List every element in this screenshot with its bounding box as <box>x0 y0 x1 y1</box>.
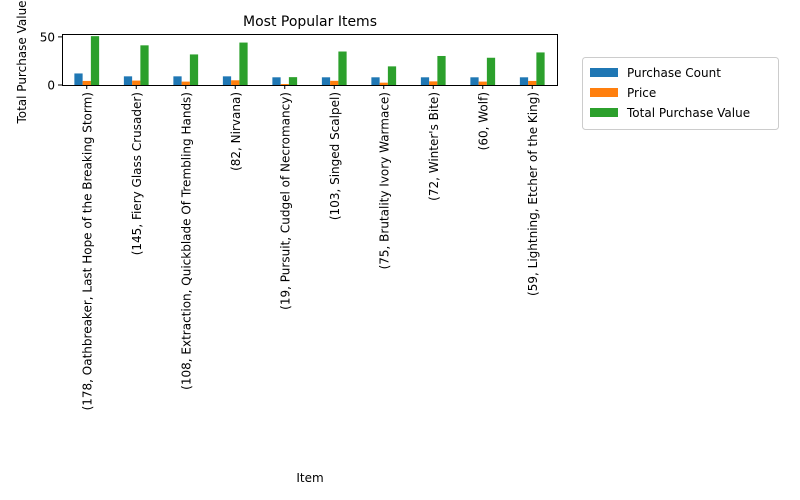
bar-purchase-count-5 <box>321 77 331 85</box>
x-axis-label: Item <box>296 471 323 485</box>
x-axis: (178, Oathbreaker, Last Hope of the Brea… <box>80 85 540 410</box>
bar-total-purchase-value-6 <box>387 66 397 85</box>
legend-swatch-price <box>590 88 618 97</box>
x-tick-label: (108, Extraction, Quickblade Of Tremblin… <box>179 92 193 390</box>
bar-price-1 <box>132 80 141 85</box>
bar-purchase-count-0 <box>74 73 83 85</box>
bar-price-3 <box>231 80 240 85</box>
bar-purchase-count-9 <box>519 77 529 85</box>
legend-label-purchase-count: Purchase Count <box>627 66 721 80</box>
y-tick-label: 50 <box>40 30 55 44</box>
bar-price-8 <box>478 81 487 85</box>
legend-label-total-purchase-value: Total Purchase Value <box>626 106 750 120</box>
bar-price-7 <box>429 81 438 85</box>
y-axis: 0 50 <box>40 30 62 93</box>
bar-purchase-count-1 <box>123 76 133 85</box>
bar-price-4 <box>280 84 289 85</box>
x-tick-label: (72, Winter's Bite) <box>427 92 441 201</box>
legend-swatch-total-purchase-value <box>590 108 618 117</box>
x-tick-label: (60, Wolf) <box>476 92 490 150</box>
bar-total-purchase-value-7 <box>437 55 446 85</box>
legend-swatch-purchase-count <box>590 68 618 77</box>
bar-total-purchase-value-3 <box>239 42 248 85</box>
legend: Purchase Count Price Total Purchase Value <box>582 57 779 130</box>
x-tick-label: (19, Pursuit, Cudgel of Necromancy) <box>278 92 292 310</box>
bar-purchase-count-2 <box>173 76 182 85</box>
bar-total-purchase-value-2 <box>189 54 199 85</box>
bar-price-5 <box>330 80 339 85</box>
bar-purchase-count-6 <box>371 77 380 85</box>
bar-price-6 <box>379 82 388 85</box>
plot-frame <box>62 34 558 86</box>
x-tick-label: (103, Singed Scalpel) <box>328 92 342 220</box>
legend-label-price: Price <box>627 86 656 100</box>
bar-price-9 <box>528 80 537 85</box>
chart-title: Most Popular Items <box>243 14 377 30</box>
bar-total-purchase-value-9 <box>536 52 545 85</box>
bar-purchase-count-4 <box>272 77 281 85</box>
bars-layer <box>74 36 545 85</box>
y-tick-label: 0 <box>47 79 55 93</box>
bar-purchase-count-7 <box>420 77 430 85</box>
bar-total-purchase-value-5 <box>338 51 347 85</box>
bar-purchase-count-8 <box>470 77 479 85</box>
bar-total-purchase-value-1 <box>140 45 149 85</box>
x-tick-label: (75, Brutality Ivory Warmace) <box>377 92 391 269</box>
bar-total-purchase-value-4 <box>288 77 298 85</box>
bar-purchase-count-3 <box>222 76 232 85</box>
x-tick-label: (82, Nirvana) <box>229 92 243 171</box>
x-tick-label: (59, Lightning, Etcher of the King) <box>526 92 540 296</box>
legend-frame <box>582 57 779 130</box>
x-tick-label: (178, Oathbreaker, Last Hope of the Brea… <box>80 92 94 410</box>
y-axis-label: Total Purchase Value <box>15 0 29 124</box>
bar-price-2 <box>181 81 190 85</box>
bar-total-purchase-value-0 <box>90 36 100 85</box>
bar-total-purchase-value-8 <box>486 57 496 85</box>
bar-price-0 <box>82 80 91 85</box>
x-tick-label: (145, Fiery Glass Crusader) <box>130 92 144 255</box>
